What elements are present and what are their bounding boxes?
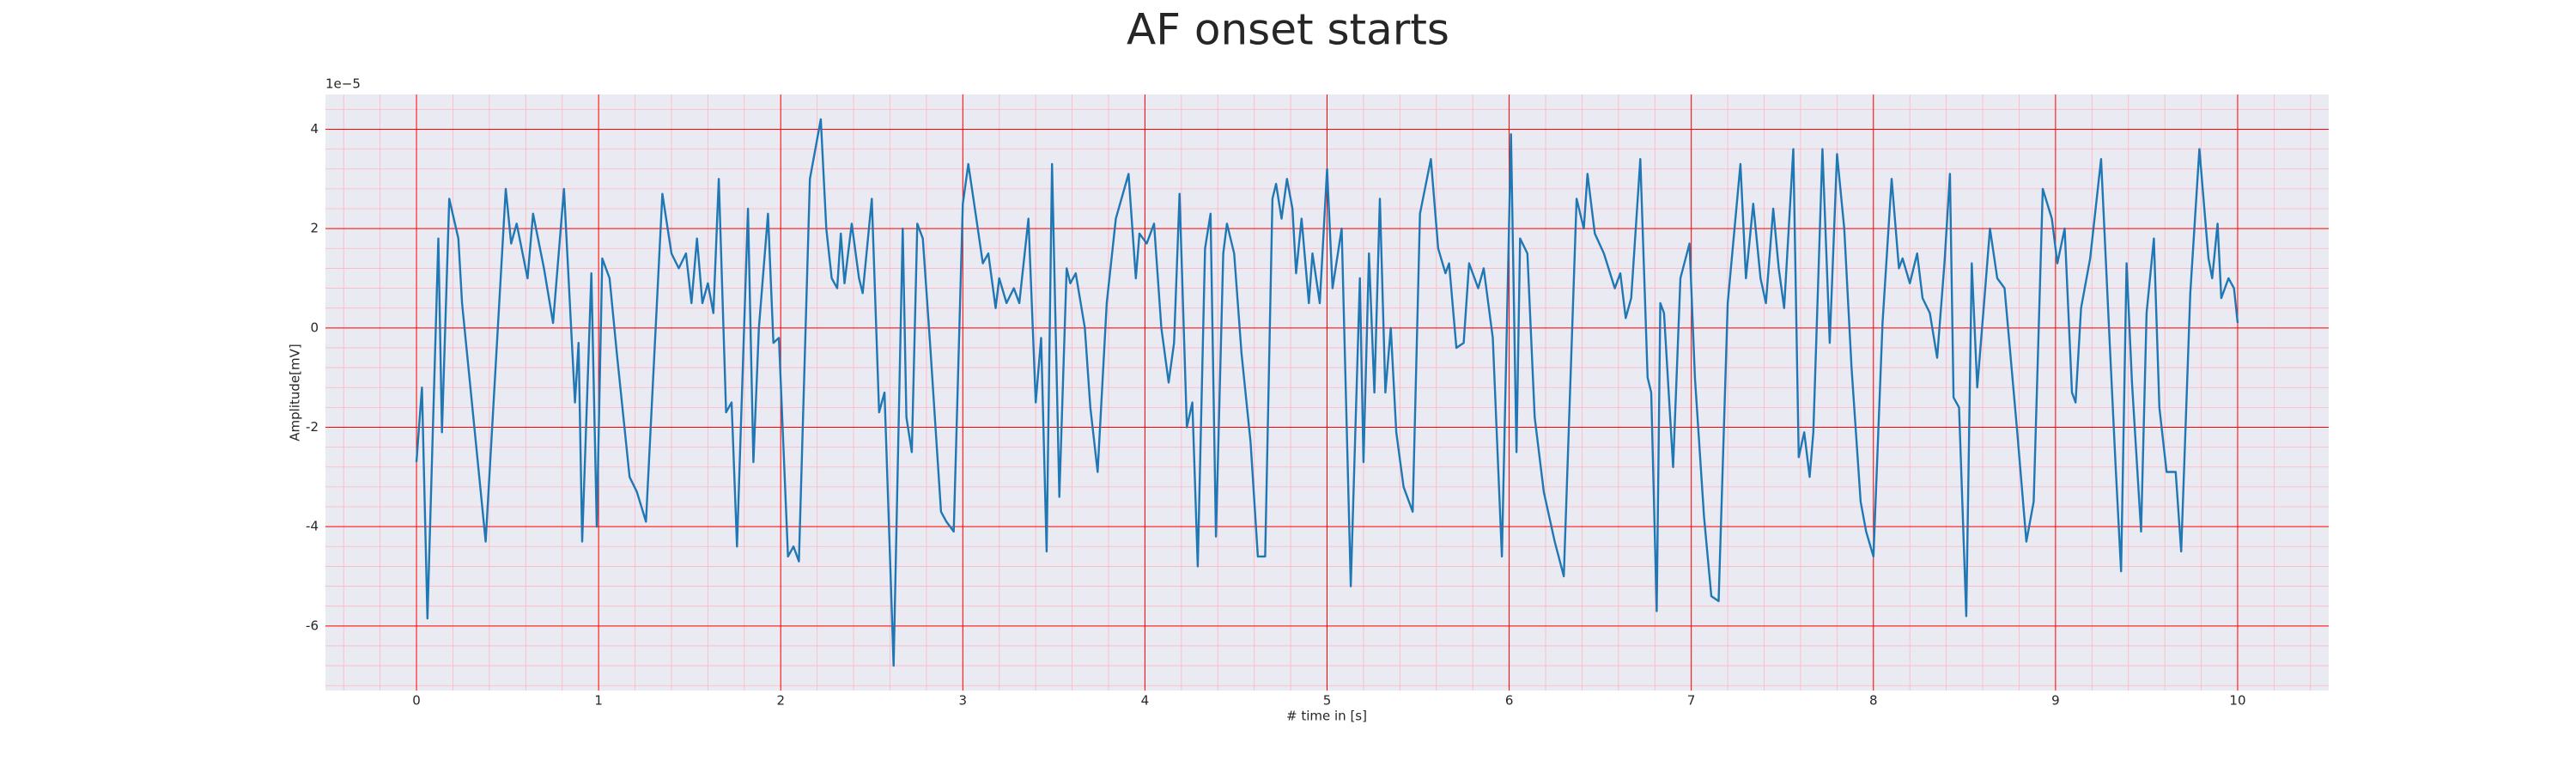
x-tick-label: 1 [594,693,603,709]
data-line [415,118,2239,667]
x-tick-label: 8 [1869,693,1878,709]
x-tick-label: 3 [959,693,968,709]
chart-title: AF onset starts [1127,5,1449,55]
x-axis-label: # time in [s] [1286,709,1367,724]
x-tick-label: 9 [2051,693,2060,709]
y-tick-label: 2 [310,221,319,236]
y-axis-label: Amplitude[mV] [288,344,303,441]
y-tick-label: 0 [310,320,319,335]
x-tick-label: 10 [2229,693,2245,709]
y-tick-label: -6 [306,618,319,633]
y-tick-label: -2 [306,419,319,435]
x-tick-label: 5 [1323,693,1332,709]
x-tick-label: 0 [412,693,421,709]
y-tick-label: 4 [310,121,319,137]
x-tick-label: 7 [1687,693,1696,709]
y-offset-label: 1e−5 [325,76,361,92]
x-tick-label: 4 [1141,693,1150,709]
y-tick-label: -4 [306,519,319,534]
x-tick-label: 2 [776,693,785,709]
x-tick-label: 6 [1505,693,1514,709]
